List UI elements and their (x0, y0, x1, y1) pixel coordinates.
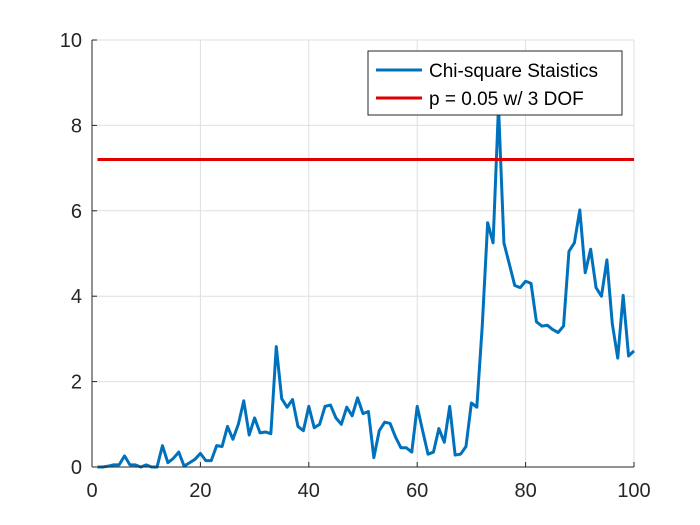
legend-label-threshold: p = 0.05 w/ 3 DOF (429, 89, 584, 110)
x-tick-label: 20 (189, 480, 211, 502)
legend: Chi-square Staistics p = 0.05 w/ 3 DOF (367, 50, 623, 116)
y-tick-label: 6 (71, 201, 82, 223)
plot-series (97, 104, 636, 469)
tick-labels: 0 20 40 60 80 100 0 2 4 6 8 10 (60, 30, 651, 502)
y-tick-label: 8 (71, 115, 82, 137)
y-tick-label: 0 (71, 457, 82, 479)
x-tick-label: 100 (617, 480, 650, 502)
x-tick-label: 40 (298, 480, 320, 502)
axes (91, 39, 635, 468)
legend-box (367, 50, 623, 116)
y-tick-label: 2 (71, 372, 82, 394)
series-line-chi-square (97, 104, 636, 469)
x-tick-label: 60 (406, 480, 428, 502)
legend-label-chi-square: Chi-square Staistics (429, 61, 598, 82)
y-tick-label: 10 (60, 30, 82, 52)
x-tick-label: 0 (86, 480, 97, 502)
y-tick-label: 4 (71, 286, 82, 308)
x-tick-label: 80 (514, 480, 536, 502)
